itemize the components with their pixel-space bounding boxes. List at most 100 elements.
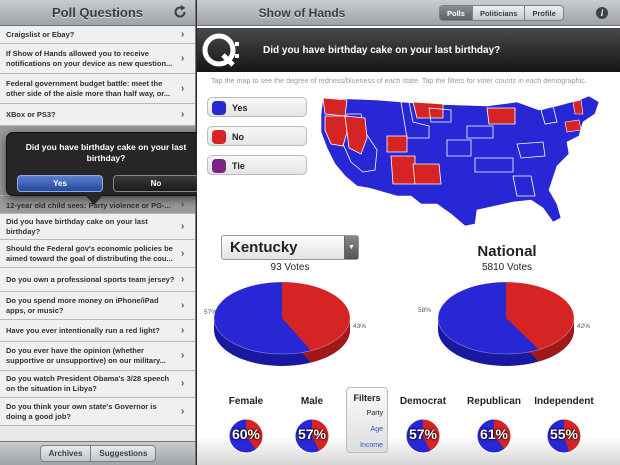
tab-politicians[interactable]: Politicians (472, 5, 526, 21)
demo-value-republican: 61% (479, 426, 509, 442)
question-text: Have you ever intentionally run a red li… (6, 325, 160, 335)
filters-panel: Filters Party Age Income (346, 387, 388, 453)
national-no-pct: 42% (577, 323, 591, 330)
vote-popup: Did you have birthday cake on your last … (6, 132, 206, 196)
tab-profile[interactable]: Profile (525, 5, 564, 21)
demo-slice-no (246, 419, 263, 450)
filters-title: Filters (353, 393, 381, 403)
demo-rim (228, 418, 264, 454)
question-list: Craigslist or Ebay? › If Show of Hands a… (0, 26, 195, 426)
demo-rim (405, 418, 441, 454)
chevron-right-icon: › (181, 378, 185, 389)
yes-button[interactable]: Yes (17, 175, 103, 192)
demo-circle-independent[interactable] (546, 418, 582, 454)
demo-circle-female[interactable] (228, 418, 264, 454)
yes-swatch (212, 101, 226, 115)
popup-question: Did you have birthday cake on your last … (25, 142, 187, 163)
demo-circle-democrat[interactable] (405, 418, 441, 454)
no-swatch (212, 130, 226, 144)
chevron-right-icon: › (181, 405, 185, 417)
question-text: Should the Federal gov's economic polici… (6, 243, 173, 263)
chevron-right-icon: › (181, 198, 185, 210)
poll-questions-sidebar: Poll Questions Craigslist or Ebay? › If … (0, 0, 196, 465)
state-pie-chart (213, 281, 351, 366)
tab-polls[interactable]: Polls (439, 5, 473, 21)
list-item[interactable]: Do you spend more money on iPhone/iPad a… (0, 292, 195, 320)
answer-filter-yes[interactable]: Yes (207, 97, 307, 117)
question-text: 12-year old child sees: Party violence o… (6, 201, 171, 210)
list-item[interactable]: Have you ever intentionally run a red li… (0, 320, 195, 342)
demo-circle-male[interactable] (294, 418, 330, 454)
list-item[interactable]: Do you watch President Obama's 3/28 spee… (0, 371, 195, 398)
demo-rim (546, 418, 582, 454)
state-vote-count: 93 Votes (270, 262, 310, 273)
state-select[interactable]: Kentucky ▼ (221, 235, 359, 260)
question-text: Craigslist or Ebay? (6, 29, 75, 39)
list-item[interactable]: Should the Federal gov's economic polici… (0, 240, 195, 268)
demo-value-democrat: 57% (408, 426, 438, 442)
list-item[interactable]: Do you own a professional sports team je… (0, 268, 195, 292)
list-item[interactable]: XBox or PS3? › (0, 104, 195, 126)
chevron-right-icon: › (181, 108, 185, 120)
chevron-right-icon: › (181, 82, 185, 94)
main-header: Show of Hands Polls Politicians Profile … (197, 0, 620, 26)
list-item-selected[interactable]: Did you have birthday cake on your last … (0, 214, 195, 240)
filter-income[interactable]: Income (360, 442, 383, 449)
chevron-right-icon: › (181, 324, 185, 336)
answer-label: Tie (232, 161, 245, 171)
suggestions-tab[interactable]: Suggestions (91, 445, 157, 462)
answer-filter-tie[interactable]: Tie (207, 155, 307, 175)
demo-rim (476, 418, 512, 454)
tie-swatch (212, 159, 226, 173)
demo-label-republican: Republican (467, 396, 521, 407)
list-item[interactable]: Do you think your own state's Governor i… (0, 398, 195, 426)
chevron-right-icon: › (181, 52, 185, 64)
list-item[interactable]: Federal government budget battle: meet t… (0, 74, 195, 104)
demo-label-democrat: Democrat (399, 396, 447, 407)
pie-slice-no (506, 282, 574, 350)
national-yes-pct: 58% (418, 307, 432, 314)
demo-value-independent: 55% (549, 426, 579, 442)
state-no-pct: 43% (353, 323, 367, 330)
sidebar-header: Poll Questions (0, 0, 195, 26)
demo-label-female: Female (228, 396, 264, 407)
instructions-text: Tap the map to see the degree of redness… (211, 76, 587, 85)
pie-slice-no (282, 282, 350, 351)
answer-filter-no[interactable]: No (207, 126, 307, 146)
demo-value-male: 57% (297, 426, 327, 442)
filter-party[interactable]: Party (366, 410, 383, 417)
list-item[interactable]: Craigslist or Ebay? › (0, 26, 195, 44)
chevron-down-icon[interactable]: ▼ (344, 236, 358, 259)
demo-value-female: 60% (231, 426, 261, 442)
demo-rim (294, 418, 330, 454)
chevron-right-icon: › (181, 220, 185, 232)
demo-label-male: Male (300, 396, 324, 407)
main-panel: Show of Hands Polls Politicians Profile … (197, 0, 620, 465)
question-banner: Did you have birthday cake on your last … (197, 28, 620, 72)
list-item[interactable]: Do you ever have the opinion (whether su… (0, 342, 195, 371)
question-text: Did you have birthday cake on your last … (6, 216, 148, 236)
q-logo-icon (202, 33, 239, 67)
chevron-right-icon: › (181, 28, 185, 40)
info-icon[interactable]: i (596, 7, 608, 19)
sidebar-title: Poll Questions (51, 5, 143, 20)
list-item[interactable]: If Show of Hands allowed you to receive … (0, 44, 195, 74)
list-item[interactable]: 12-year old child sees: Party violence o… (0, 196, 195, 214)
sidebar-footer: Archives Suggestions (0, 441, 195, 465)
refresh-icon[interactable] (172, 4, 188, 20)
demo-circle-republican[interactable] (476, 418, 512, 454)
question-text: Do you own a professional sports team je… (6, 274, 175, 284)
national-title: National (477, 243, 537, 260)
archives-tab[interactable]: Archives (39, 445, 92, 462)
chevron-right-icon: › (181, 299, 185, 311)
pie-rim (213, 281, 351, 355)
popup-arrow (85, 195, 103, 205)
demo-slice-no (564, 419, 581, 453)
us-map[interactable] (317, 92, 607, 228)
no-button[interactable]: No (113, 175, 199, 192)
national-vote-count: 5810 Votes (481, 262, 533, 273)
filter-age[interactable]: Age (370, 426, 383, 433)
question-text: Do you spend more money on iPhone/iPad a… (6, 295, 159, 315)
pie-rim (437, 281, 575, 355)
demo-slice-no (423, 419, 440, 452)
